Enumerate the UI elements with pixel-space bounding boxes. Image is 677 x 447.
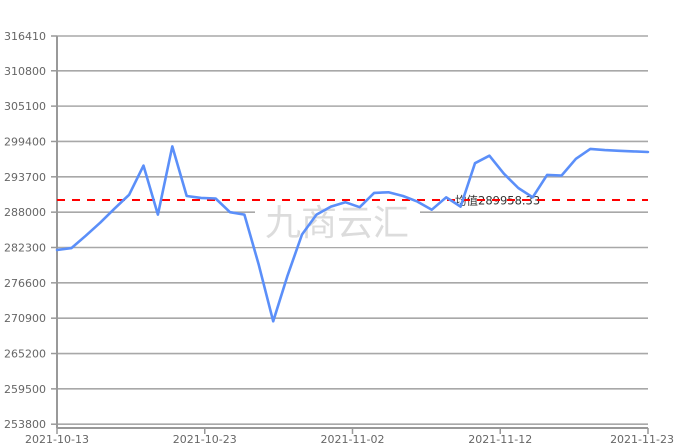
y-tick-label: 253800 <box>4 418 46 431</box>
y-tick-label: 310800 <box>4 65 46 78</box>
x-tick-label: 2021-10-13 <box>25 433 89 446</box>
price-series-line <box>55 145 650 323</box>
gridlines-layer <box>57 35 648 426</box>
y-tick-label: 282300 <box>4 241 46 254</box>
y-tick-label: 276600 <box>4 277 46 290</box>
y-tick-label: 259500 <box>4 383 46 396</box>
y-tick-label: 270900 <box>4 312 46 325</box>
y-tick-label: 265200 <box>4 348 46 361</box>
x-tick-label: 2021-10-23 <box>173 433 237 446</box>
watermark-text: 九商云汇 <box>265 203 409 244</box>
axes-layer <box>51 35 649 434</box>
y-tick-label: 293700 <box>4 171 46 184</box>
x-tick-label: 2021-11-02 <box>321 433 385 446</box>
y-tick-label: 299400 <box>4 135 46 148</box>
y-tick-label: 305100 <box>4 100 46 113</box>
x-tick-label: 2021-11-12 <box>468 433 532 446</box>
x-axis-labels: 2021-10-13 2021-10-23 2021-11-02 2021-11-12… <box>25 433 674 446</box>
y-tick-label: 288000 <box>4 206 46 219</box>
x-tick-label: 2021-11-23 <box>610 433 674 446</box>
y-axis-labels: 253800 259500 265200 270900 276600 282300 2880… <box>4 30 46 431</box>
y-tick-label: 316410 <box>4 30 46 43</box>
